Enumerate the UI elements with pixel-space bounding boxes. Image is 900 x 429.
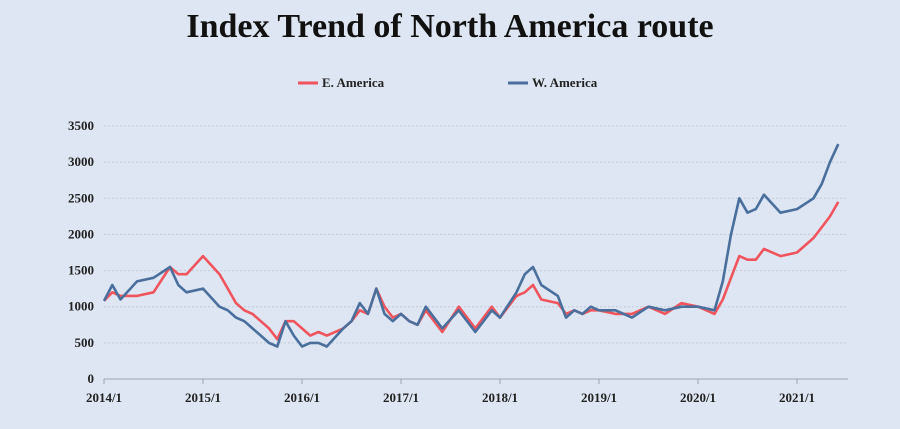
y-tick-label: 2500 xyxy=(68,190,94,205)
x-tick-label: 2014/1 xyxy=(86,390,122,405)
axes: 0 500 1000 1500 2000 2500 3000 3500 2014/1 2015/1… xyxy=(68,118,848,405)
x-tick-label: 2015/1 xyxy=(185,390,221,405)
legend-label: W. America xyxy=(532,75,598,90)
y-tick-label: 3000 xyxy=(68,154,94,169)
y-tick-label: 0 xyxy=(88,371,95,386)
x-tick-label: 2020/1 xyxy=(680,390,716,405)
y-tick-label: 500 xyxy=(75,335,95,350)
legend-label: E. America xyxy=(322,75,385,90)
series-line-e-america xyxy=(103,201,840,341)
x-tick-label: 2019/1 xyxy=(581,390,617,405)
series-line-w-america xyxy=(102,143,840,348)
series-lines xyxy=(102,143,840,348)
grid-lines xyxy=(104,125,848,344)
x-tick-label: 2017/1 xyxy=(383,390,419,405)
y-tick-label: 3500 xyxy=(68,118,94,133)
chart-title: Index Trend of North America route xyxy=(186,8,714,45)
y-tick-label: 1500 xyxy=(68,263,94,278)
x-tick-label: 2018/1 xyxy=(482,390,518,405)
x-tick-label: 2021/1 xyxy=(779,390,815,405)
x-tick-label: 2016/1 xyxy=(284,390,320,405)
y-tick-label: 1000 xyxy=(68,299,94,314)
y-tick-label: 2000 xyxy=(68,226,94,241)
legend: E. America W. America xyxy=(298,75,598,90)
